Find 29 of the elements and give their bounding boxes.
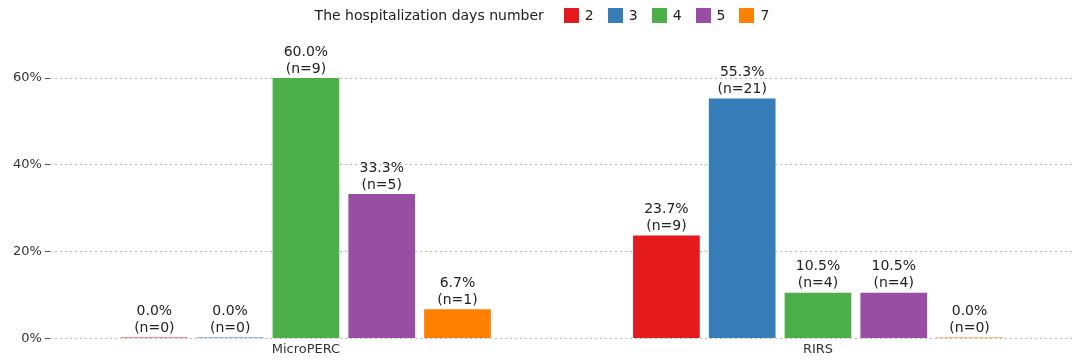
y-tick-label: 0% <box>21 329 42 345</box>
bar <box>424 309 491 338</box>
data-label: 55.3% (n=21) <box>717 63 767 97</box>
legend-label: 4 <box>672 7 682 23</box>
data-label: 10.5% (n=4) <box>795 257 841 291</box>
y-tick-label: 40% <box>12 156 42 172</box>
bar <box>348 193 416 338</box>
data-label: 6.7% (n=1) <box>437 273 478 307</box>
x-tick-label: MicroPERC <box>271 340 341 356</box>
data-label: 0.0% (n=0) <box>949 302 990 336</box>
legend-title: The hospitalization days number <box>314 7 544 23</box>
data-label: 10.5% (n=4) <box>871 257 916 291</box>
data-label: 0.0% (n=0) <box>209 302 251 336</box>
y-tick-label: 60% <box>12 69 42 85</box>
legend-label: 7 <box>760 7 770 23</box>
data-label: 60.0% (n=9) <box>283 42 329 76</box>
bar <box>860 292 928 338</box>
legend-label: 5 <box>716 7 726 23</box>
legend-label: 2 <box>584 7 594 23</box>
y-tick-label: 20% <box>12 242 42 258</box>
data-label: 0.0% (n=0) <box>134 302 175 336</box>
bar <box>708 98 776 338</box>
bar <box>272 78 340 338</box>
x-tick-label: RIRS <box>802 340 834 356</box>
bar <box>784 292 852 338</box>
data-label: 33.3% (n=5) <box>359 158 404 192</box>
legend-label: 3 <box>628 7 638 23</box>
data-label: 23.7% (n=9) <box>644 200 689 234</box>
bar <box>633 235 700 338</box>
